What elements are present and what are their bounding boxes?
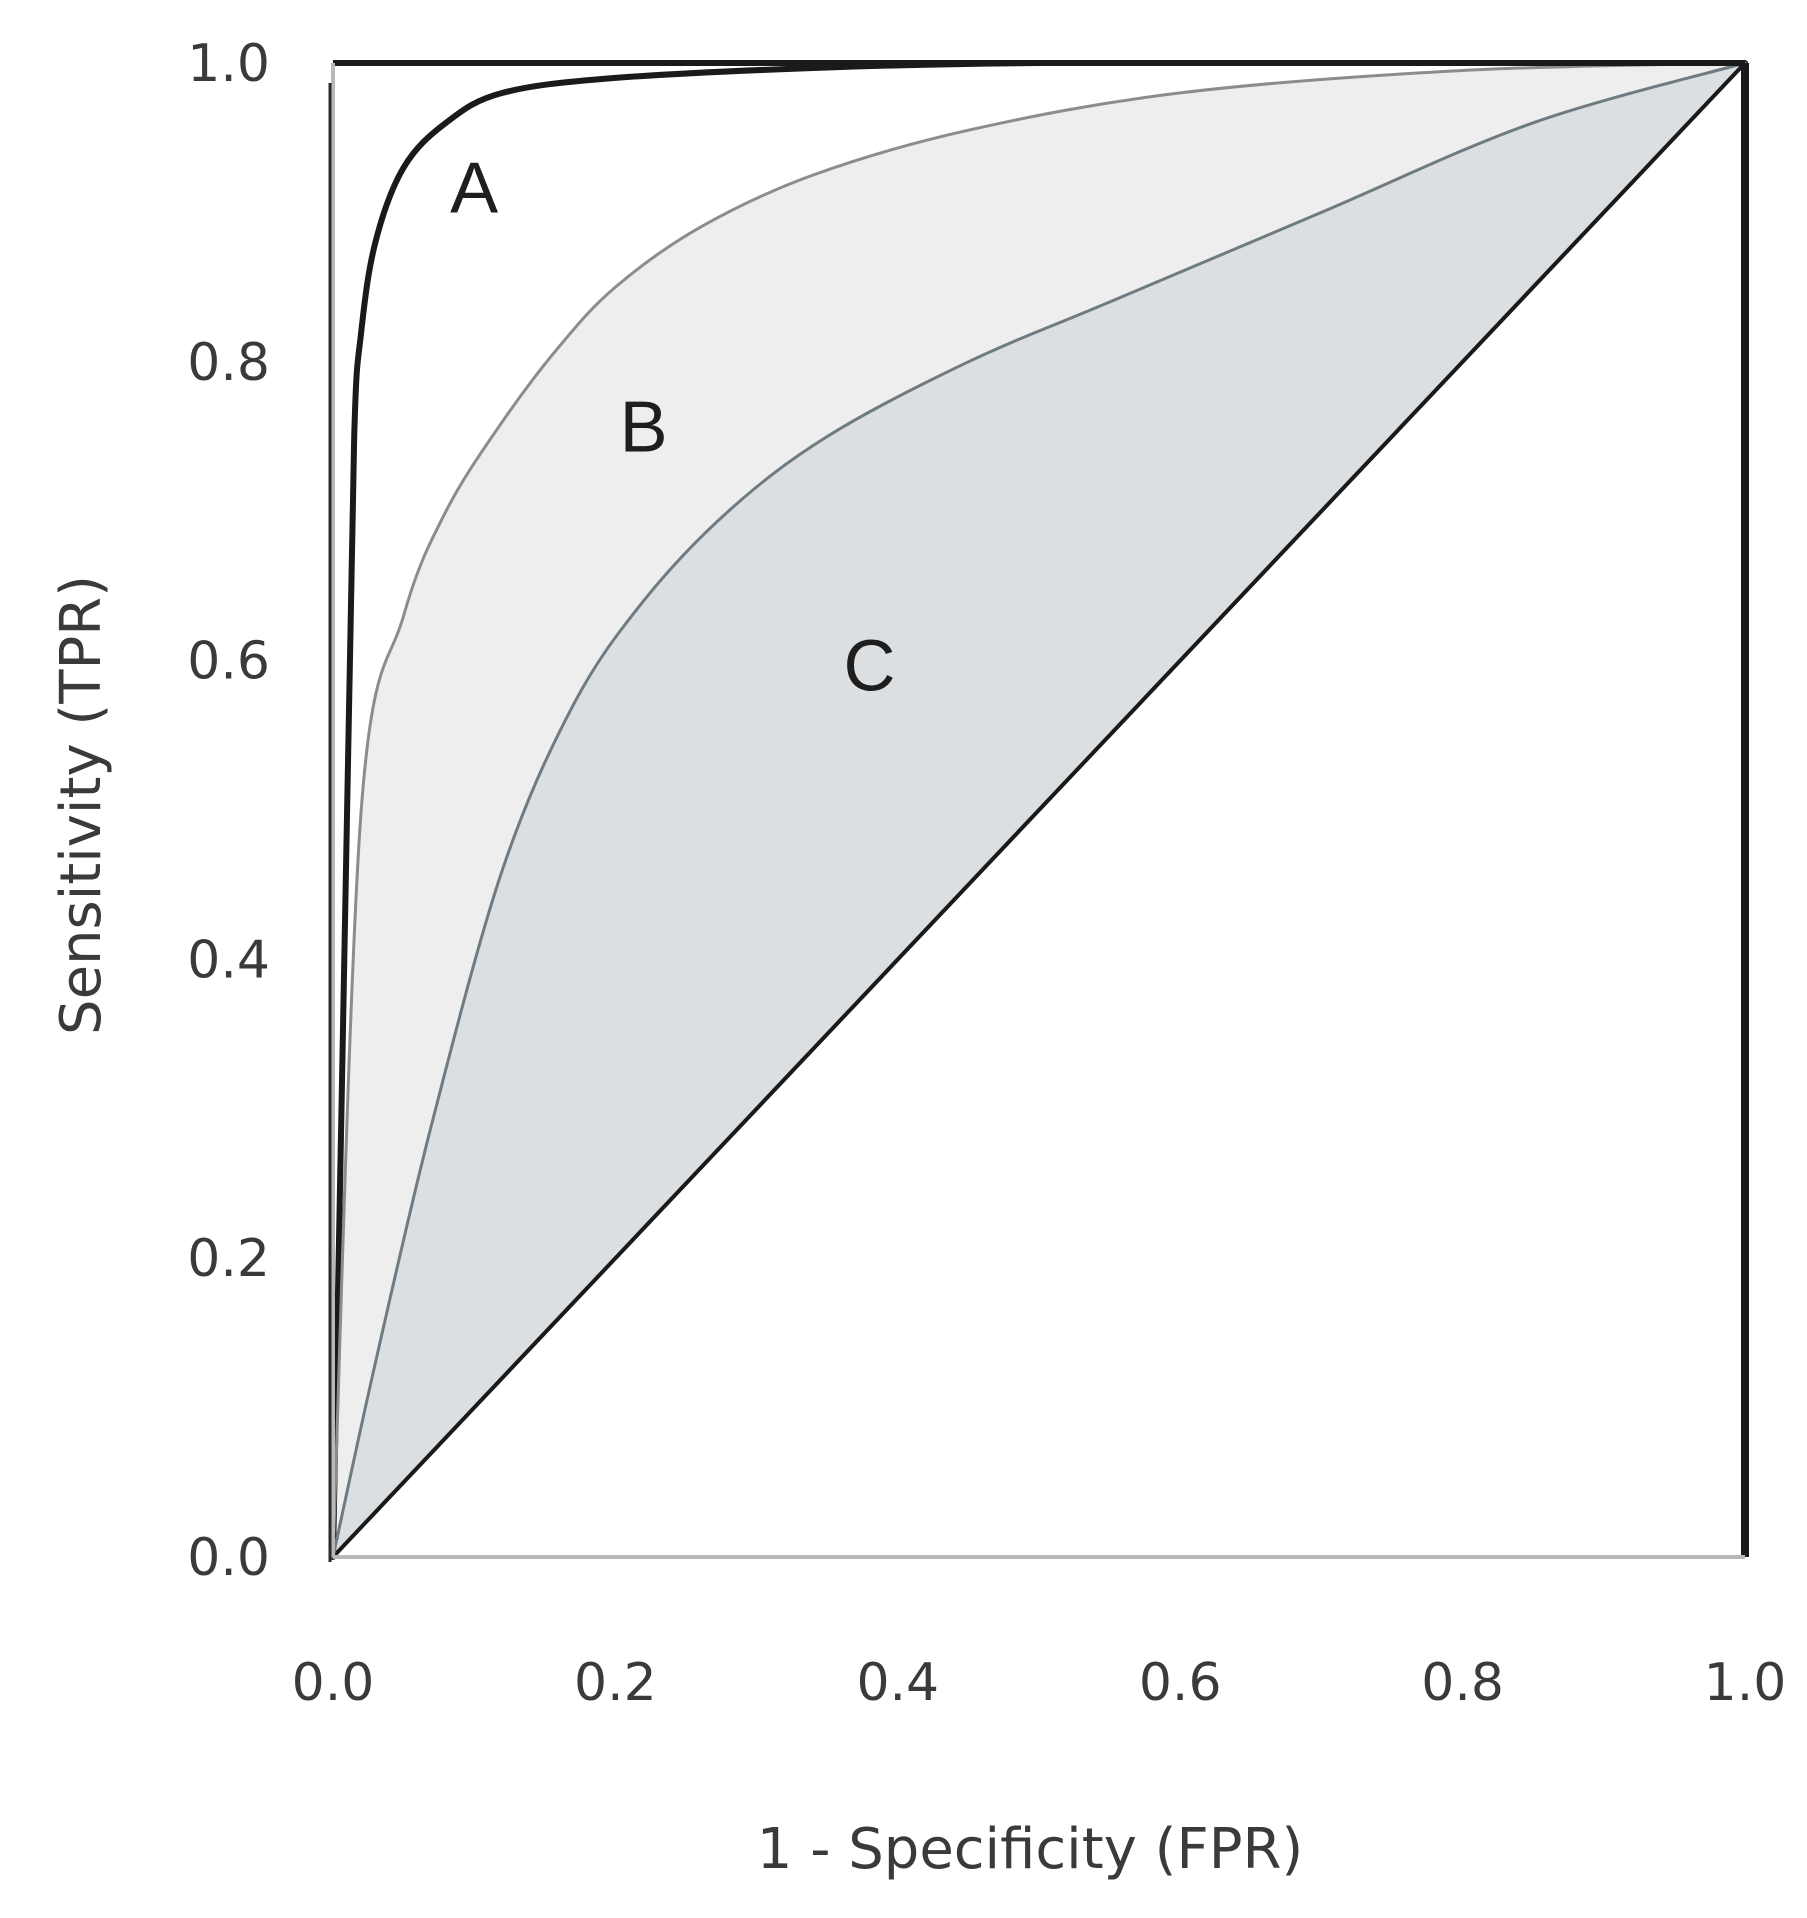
- y-tick-label: 0.4: [187, 930, 270, 990]
- y-tick-label: 0.6: [187, 632, 270, 692]
- curve-line-b: [331, 61, 1747, 1559]
- curve-label-a: A: [450, 148, 498, 228]
- y-tick-label: 0.2: [187, 1229, 270, 1289]
- y-tick-label: 0.0: [187, 1528, 270, 1588]
- x-axis-title: 1 - Specificity (FPR): [757, 1817, 1303, 1882]
- x-tick-label: 0.2: [574, 1653, 657, 1713]
- x-tick-label: 0.8: [1421, 1653, 1504, 1713]
- plot-frame: [328, 60, 1749, 1562]
- y-tick-label: 0.8: [187, 333, 270, 393]
- y-axis-title: Sensitivity (TPR): [49, 575, 114, 1035]
- curve-label-b: B: [620, 387, 668, 467]
- y-tick-label: 1.0: [187, 34, 270, 94]
- x-tick-label: 1.0: [1704, 1653, 1787, 1713]
- x-tick-label: 0.0: [292, 1653, 375, 1713]
- curve-labels: A B C: [450, 148, 895, 706]
- tick-labels: 0.0 0.2 0.4 0.6 0.8 1.0 0.0 0.2 0.4 0.6 0.8 1.0: [187, 34, 1786, 1713]
- diagonal-reference-line: [331, 61, 1747, 1559]
- x-tick-label: 0.6: [1139, 1653, 1222, 1713]
- x-tick-label: 0.4: [856, 1653, 939, 1713]
- curve-label-c: C: [844, 626, 896, 706]
- curve-line-c: [331, 61, 1747, 1559]
